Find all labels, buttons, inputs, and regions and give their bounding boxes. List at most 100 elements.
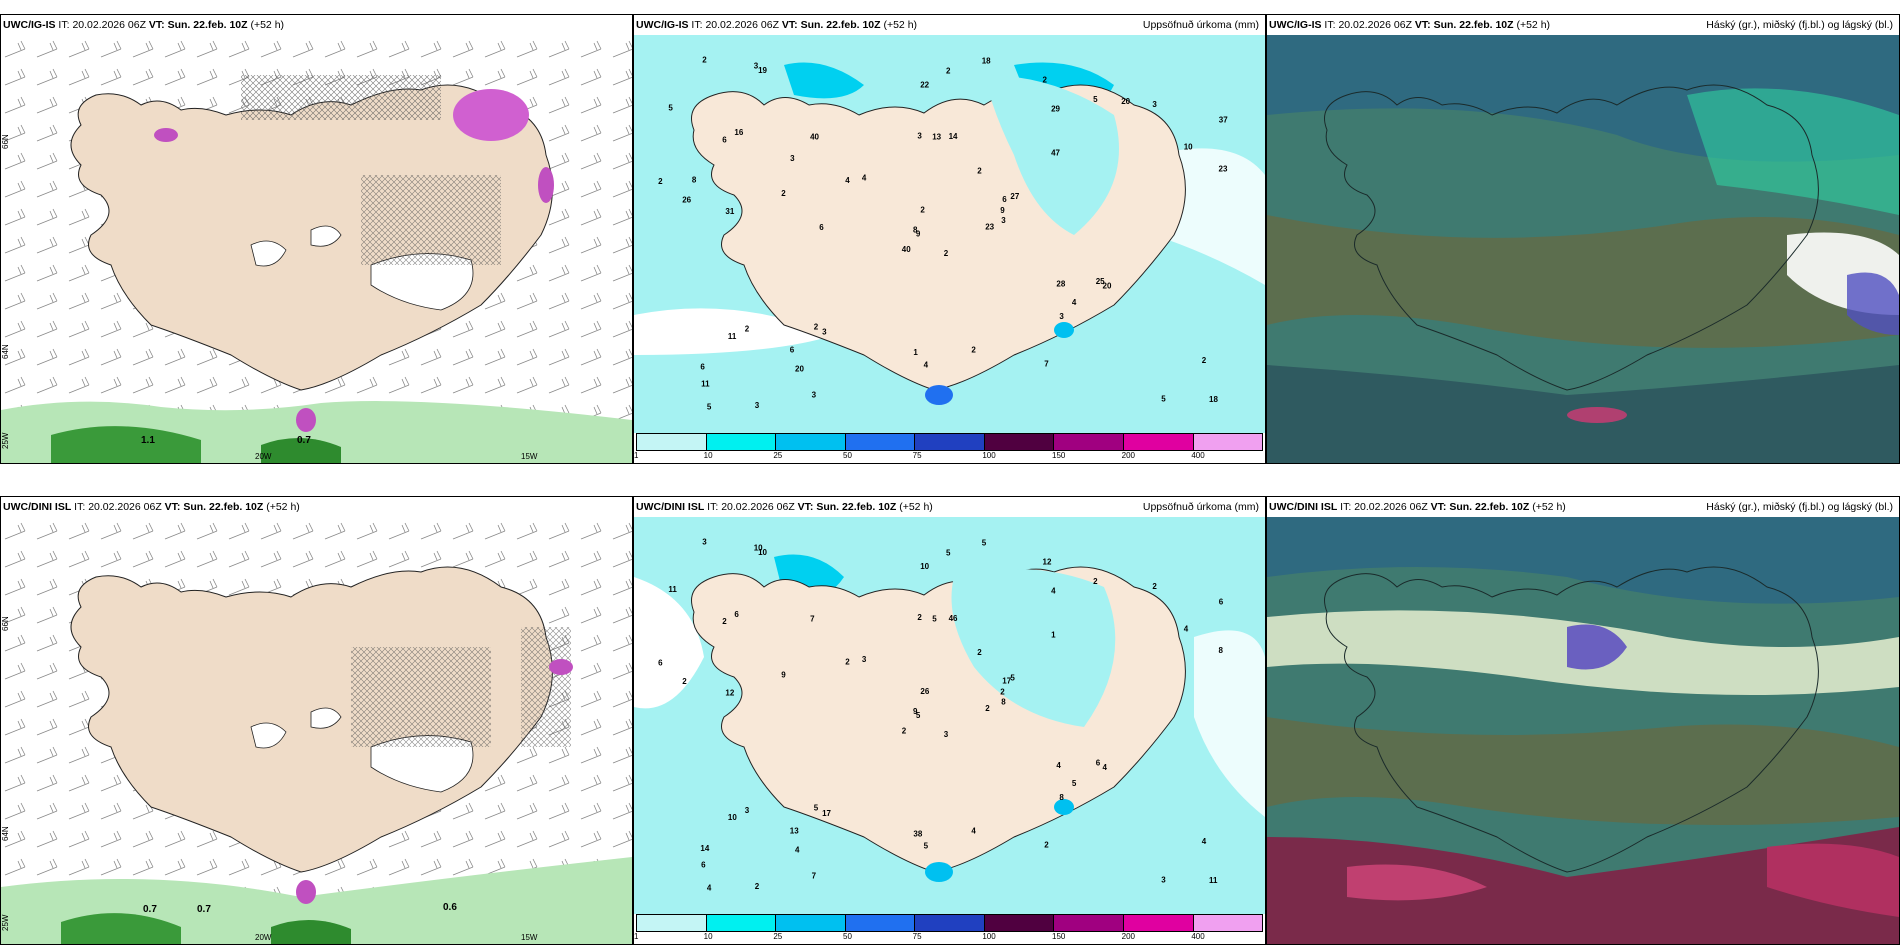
colorbar-swatch xyxy=(1123,915,1194,931)
precip-value-label: 8 xyxy=(1059,793,1064,802)
colorbar-tick-label: 25 xyxy=(773,451,783,460)
precip-value-label: 2 xyxy=(658,177,663,186)
precip-value-label: 12 xyxy=(725,689,734,698)
colorbar-swatch xyxy=(915,915,985,931)
cloud-map xyxy=(1267,517,1899,944)
colorbar-tick-label: 1 xyxy=(634,451,639,460)
valid-time: Sun. 22.feb. 10Z xyxy=(1433,19,1514,31)
precip-value-label: 10 xyxy=(754,543,763,552)
model-name: UWC/IG-IS xyxy=(1269,19,1322,31)
model-name: UWC/IG-IS xyxy=(636,19,689,31)
precip-value-label: 2 xyxy=(702,56,707,65)
precip-value-label: 9 xyxy=(781,671,786,680)
valid-time: Sun. 22.feb. 10Z xyxy=(800,19,881,31)
precip-value-label: 5 xyxy=(814,804,819,813)
precip-value-label: 5 xyxy=(1161,395,1166,404)
precip-value-label: 8 xyxy=(913,226,918,235)
precip-value-label: 10 xyxy=(758,548,767,557)
precip-value-label: 6 xyxy=(790,345,795,354)
precip-value-label: 5 xyxy=(932,614,937,623)
it-label: IT: xyxy=(74,501,86,513)
lead-time: (+52 h) xyxy=(1532,501,1566,513)
precip-value-label: 4 xyxy=(862,173,867,182)
precip-value-label: 9 xyxy=(1000,206,1005,215)
precip-value-label: 5 xyxy=(924,841,929,850)
precip-value-label: 10 xyxy=(920,562,929,571)
precip-value-label: 2 xyxy=(1093,577,1098,586)
precip-value-label: 11 xyxy=(701,380,710,389)
precip-value-label: 4 xyxy=(795,846,800,855)
precip-value-label: 6 xyxy=(1002,195,1007,204)
value-label: 0.6 xyxy=(443,902,457,913)
vt-label: VT: xyxy=(148,19,165,31)
precip-value-label: 3 xyxy=(862,655,867,664)
precip-value-label: 8 xyxy=(1001,698,1006,707)
colorbar-tick-label: 400 xyxy=(1191,932,1205,941)
colorbar-tick-label: 400 xyxy=(1191,451,1205,460)
precip-value-label: 17 xyxy=(822,809,831,818)
precip-map: 3251417171246421011126212223364554610248… xyxy=(634,517,1265,914)
lead-time: (+52 h) xyxy=(250,19,285,31)
precip-value-label: 2 xyxy=(682,677,687,686)
precip-value-label: 11 xyxy=(728,332,737,341)
precip-value-label: 5 xyxy=(916,711,921,720)
precip-value-label: 9 xyxy=(913,707,918,716)
precip-value-label: 3 xyxy=(754,61,759,70)
precip-value-label: 2 xyxy=(944,249,949,258)
precip-value-label: 20 xyxy=(1103,282,1112,291)
it-label: IT: xyxy=(1324,19,1336,31)
precip-value-label: 4 xyxy=(1184,624,1189,633)
value-label: 1.1 xyxy=(141,435,155,446)
precip-value-label: 1 xyxy=(1051,630,1056,639)
wind-map-panel-top: UWC/IG-IS IT: 20.02.2026 06Z VT: Sun. 22… xyxy=(0,14,633,464)
valid-time: Sun. 22.feb. 10Z xyxy=(183,501,264,513)
precip-value-label: 6 xyxy=(700,363,705,372)
colorbar-swatch xyxy=(915,434,985,450)
panel-header: UWC/IG-IS IT: 20.02.2026 06Z VT: Sun. 22… xyxy=(1267,15,1899,35)
precip-value-label: 4 xyxy=(1072,298,1077,307)
lead-time: (+52 h) xyxy=(1516,19,1551,31)
colorbar-tick-label: 100 xyxy=(982,451,996,460)
precip-value-label: 11 xyxy=(1209,876,1218,885)
precip-value-label: 25 xyxy=(1096,277,1105,286)
colorbar-tick-label: 200 xyxy=(1121,932,1136,941)
precip-value-label: 7 xyxy=(810,615,815,624)
iceland-coastline xyxy=(1324,84,1819,391)
colorbar-tick-label: 200 xyxy=(1121,451,1136,460)
init-time: 20.02.2026 06Z xyxy=(721,501,795,513)
precip-value-label: 2 xyxy=(946,67,951,76)
precip-value-label: 22 xyxy=(920,80,929,89)
wind-map-panel-bottom: UWC/DINI ISL IT: 20.02.2026 06Z VT: Sun.… xyxy=(0,496,633,945)
precip-value-label: 12 xyxy=(1043,557,1052,566)
precip-value-label: 3 xyxy=(1059,312,1064,321)
colorbar-swatch xyxy=(776,915,846,931)
colorbar-tick-label: 75 xyxy=(912,932,922,941)
precip-value-label: 4 xyxy=(845,176,850,185)
colorbar-swatch xyxy=(706,434,777,450)
precip-value-label: 6 xyxy=(658,658,663,667)
precip-value-label: 2 xyxy=(977,648,982,657)
precip-value-label: 26 xyxy=(920,687,929,696)
init-time: 20.02.2026 06Z xyxy=(88,501,162,513)
colorbar-tick-label: 1 xyxy=(634,932,639,941)
precip-value-label: 5 xyxy=(946,549,951,558)
colorbar-tick-label: 10 xyxy=(703,451,713,460)
lon-label: 15W xyxy=(521,452,538,461)
cloud-map-panel-bottom: UWC/DINI ISL IT: 20.02.2026 06Z VT: Sun.… xyxy=(1266,496,1900,945)
init-time: 20.02.2026 06Z xyxy=(72,19,146,31)
model-name: UWC/IG-IS xyxy=(3,19,56,31)
precip-value-label: 6 xyxy=(734,610,739,619)
colorbar-tick-label: 25 xyxy=(773,932,783,941)
precip-value-label: 18 xyxy=(1209,395,1218,404)
lon-label: 25W xyxy=(1,432,10,449)
model-name: UWC/DINI ISL xyxy=(1269,501,1338,513)
wind-map: 66N 64N 25W 20W 15W 0.7 0.7 0.6 xyxy=(1,517,632,944)
precip-value-label: 14 xyxy=(700,844,709,853)
precip-value-label: 2 xyxy=(902,727,907,736)
precip-value-label: 20 xyxy=(795,365,804,374)
panel-header: UWC/DINI ISL IT: 20.02.2026 06Z VT: Sun.… xyxy=(1267,497,1899,517)
precip-value-label: 9 xyxy=(916,229,921,238)
precip-value-label: 2 xyxy=(1000,688,1005,697)
colorbar-swatch xyxy=(845,915,916,931)
lead-time: (+52 h) xyxy=(883,19,918,31)
